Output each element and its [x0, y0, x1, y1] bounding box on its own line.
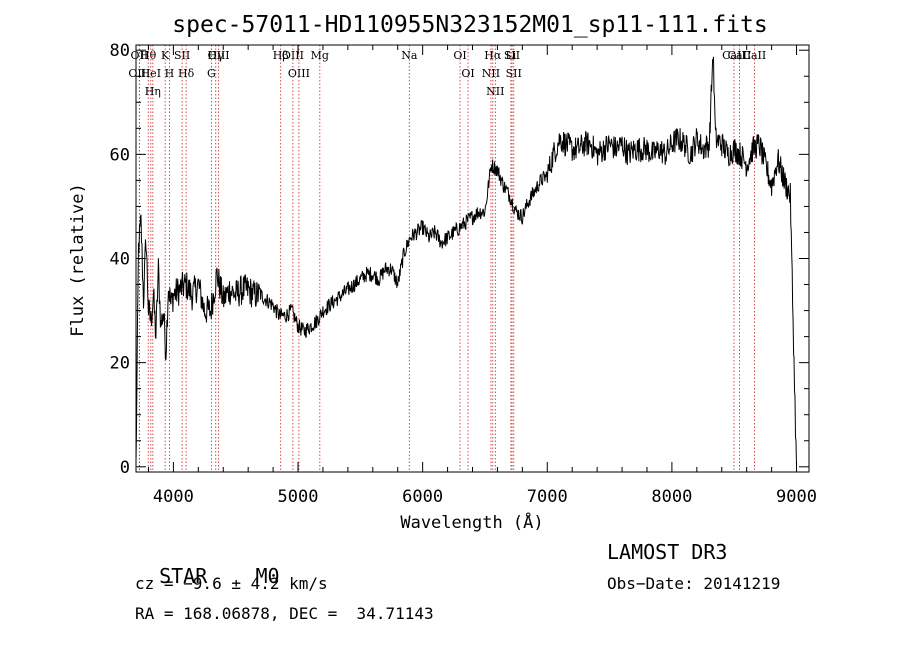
spectrum-series — [135, 56, 797, 467]
x-tick-label: 9000 — [776, 487, 817, 507]
class-label: STAR — [159, 564, 208, 588]
survey-label: LAMOST DR3 — [607, 540, 728, 564]
x-axis-label: Wavelength (Å) — [400, 511, 543, 533]
spectral-line-label: H — [165, 67, 175, 80]
spectral-line-label: OIII — [288, 67, 310, 80]
spectral-line-label: CaII — [722, 49, 746, 62]
spectral-line-label: NII — [482, 67, 500, 80]
x-tick-label: 8000 — [651, 487, 692, 507]
spectral-line-label: OIII — [282, 49, 304, 62]
x-tick-label: 4000 — [153, 487, 194, 507]
spectral-line-label: Hβ — [273, 49, 289, 62]
x-tick-label: 6000 — [402, 487, 443, 507]
plot-frame — [135, 44, 810, 473]
spectral-line-label: Hη — [145, 85, 161, 98]
spectral-line-label: Mg — [311, 49, 329, 62]
obs-date: Obs−Date: 20141219 — [607, 574, 781, 593]
subclass: M0 — [255, 564, 280, 588]
spectral-line-label: Hδ — [178, 67, 195, 80]
y-tick-label: 40 — [110, 250, 130, 270]
spectral-line-label: Hγ — [208, 49, 225, 62]
x-tick-label: 5000 — [278, 487, 319, 507]
spectral-line-label: OI — [453, 49, 466, 62]
star-class: STAR M0 — [135, 540, 280, 588]
spectral-line-label: Na — [401, 49, 418, 62]
spectral-line-label: G — [207, 67, 216, 80]
spectral-line-label: Hθ — [140, 49, 157, 62]
y-tick-label: 80 — [110, 41, 130, 61]
spectral-line-label: OI — [461, 67, 474, 80]
spectral-line-label: SII — [506, 67, 522, 80]
chart-title: spec-57011-HD110955N323152M01_sp11-111.f… — [172, 12, 767, 38]
y-tick-label: 0 — [120, 458, 130, 478]
spectral-line-label: CaII — [728, 49, 752, 62]
spectral-line-label: Hα — [484, 49, 502, 62]
y-tick-label: 60 — [110, 145, 130, 165]
spectral-line-label: HeI — [141, 67, 161, 80]
y-axis-label: Flux (relative) — [68, 183, 88, 337]
spectrum-line — [135, 56, 797, 467]
spectral-line-label: K — [161, 49, 170, 62]
spectral-line-label: SII — [174, 49, 190, 62]
y-axis: 0 20 40 60 80 — [110, 41, 809, 478]
y-tick-label: 20 — [110, 354, 130, 374]
cz-value: cz = −9.6 ± 4.2 km/s — [135, 574, 328, 593]
spectral-line-label: OIII — [208, 49, 230, 62]
spectral-line-label: CaII — [743, 49, 767, 62]
x-axis: 4000 5000 6000 7000 8000 9000 — [147, 45, 817, 507]
spectral-line-label: SII — [504, 49, 520, 62]
spectral-line-label: NII — [486, 85, 504, 98]
coordinates: RA = 168.06878, DEC = 34.71143 — [135, 604, 434, 623]
spectral-line-labels: OIIHθOIIIHeIHηKHSIIHδOIIIHγGHβOIIIOIIIMg… — [128, 49, 766, 98]
spectral-line-label: OII — [131, 49, 149, 62]
x-tick-label: 7000 — [527, 487, 568, 507]
spectral-line-markers — [138, 45, 755, 472]
spectral-line-label: Li — [505, 49, 516, 62]
spectral-line-label: OIII — [128, 67, 150, 80]
